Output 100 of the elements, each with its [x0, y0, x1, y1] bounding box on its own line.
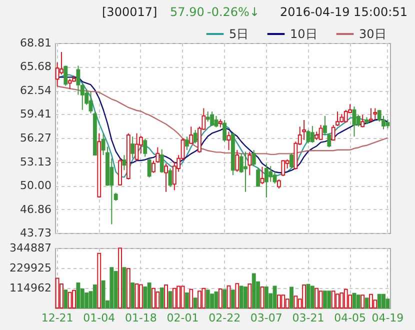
candlestick: [344, 109, 348, 124]
y-tick-label: 65.68: [20, 60, 52, 74]
candlestick: [310, 125, 314, 144]
y-tick-label: 53.13: [20, 155, 52, 168]
bar: [122, 267, 126, 308]
bar: [382, 294, 386, 308]
candlestick: [373, 108, 378, 120]
candlestick: [130, 136, 135, 159]
bar: [84, 292, 89, 308]
bar: [252, 273, 256, 308]
bar: [352, 292, 356, 308]
bar: [244, 286, 248, 308]
candlestick: [226, 131, 231, 151]
bar: [92, 284, 97, 308]
candlestick: [206, 111, 210, 122]
candlestick: [122, 154, 126, 171]
bar: [101, 280, 106, 308]
candlestick: [184, 136, 189, 151]
candlestick: [272, 171, 277, 184]
bar: [290, 286, 294, 308]
bar: [114, 270, 118, 308]
candlestick: [290, 152, 294, 169]
candlestick: [306, 129, 310, 144]
candlestick: [160, 148, 164, 174]
bar: [160, 287, 164, 308]
bar: [147, 282, 152, 308]
y-tick-label: 50.00: [20, 179, 52, 192]
y-tick-label: 46.86: [20, 202, 52, 216]
bar: [210, 294, 214, 308]
bar: [306, 284, 310, 308]
candlestick: [193, 129, 198, 144]
candlestick: [281, 160, 286, 177]
candlestick: [76, 65, 80, 96]
bar: [239, 286, 244, 308]
candlestick: [360, 114, 365, 128]
candlestick: [214, 115, 218, 128]
candlestick: [64, 65, 68, 86]
x-tick-label: 12-21: [41, 312, 74, 324]
bar: [130, 282, 135, 308]
candlestick: [268, 166, 273, 182]
bar: [64, 290, 68, 308]
candlestick: [244, 151, 248, 192]
legend-label: 10日: [290, 27, 318, 41]
bar: [206, 290, 210, 308]
candlestick: [256, 167, 260, 188]
bar: [222, 289, 227, 308]
bar: [214, 291, 218, 308]
x-tick-label: 03-21: [292, 312, 324, 324]
candlestick: [369, 108, 373, 122]
candlestick: [235, 150, 240, 172]
y-tick-label: 43.73: [20, 226, 52, 240]
candlestick: [318, 124, 323, 140]
candlestick: [147, 158, 152, 178]
candlestick: [252, 150, 256, 167]
x-tick-label: 03-07: [250, 312, 282, 324]
y-tick-label: 56.27: [20, 132, 52, 144]
candlestick: [264, 162, 268, 198]
candlestick: [386, 118, 390, 129]
candlestick: [331, 124, 336, 142]
candlestick: [336, 111, 340, 126]
bar: [184, 292, 189, 308]
chart-title: [300017]: [102, 5, 158, 19]
legend-label: 5日: [229, 27, 249, 41]
legend-label: 30日: [359, 27, 386, 41]
candlestick: [248, 151, 252, 176]
y-tick-label: 229925: [10, 262, 52, 274]
text: 2016-04-19 15:00:51: [280, 5, 408, 19]
candlestick: [88, 90, 93, 114]
y-tick-label: 62.54: [20, 84, 52, 97]
candlestick: [68, 78, 72, 90]
candlestick: [222, 119, 227, 142]
y-tick-label: 344887: [10, 242, 52, 254]
x-tick-label: 04-05: [334, 312, 366, 324]
text: 57.90: [170, 5, 204, 19]
bar: [323, 290, 327, 308]
candlestick: [164, 162, 168, 192]
bar: [356, 294, 360, 308]
bar: [310, 286, 314, 308]
bar: [168, 291, 172, 308]
x-tick-label: 02-22: [208, 312, 241, 324]
bar: [110, 267, 114, 308]
bar: [264, 286, 268, 308]
bar: [230, 290, 235, 308]
candlestick: [210, 111, 214, 126]
y-tick-label: 59.41: [20, 108, 52, 121]
candlestick: [189, 126, 194, 144]
candlestick: [134, 132, 139, 162]
x-tick-label: 04-19: [372, 312, 404, 324]
bar: [364, 298, 369, 308]
bar: [327, 290, 332, 308]
bar: [377, 294, 382, 308]
x-tick-label: 02-01: [166, 312, 199, 324]
bar: [76, 282, 80, 308]
bar: [193, 298, 198, 308]
x-tick-label: 01-18: [124, 312, 157, 324]
x-tick-label: 01-04: [83, 312, 116, 324]
bar: [143, 286, 148, 308]
candlestick: [276, 178, 281, 189]
candlestick: [260, 166, 264, 185]
y-tick-label: 114962: [10, 282, 52, 294]
